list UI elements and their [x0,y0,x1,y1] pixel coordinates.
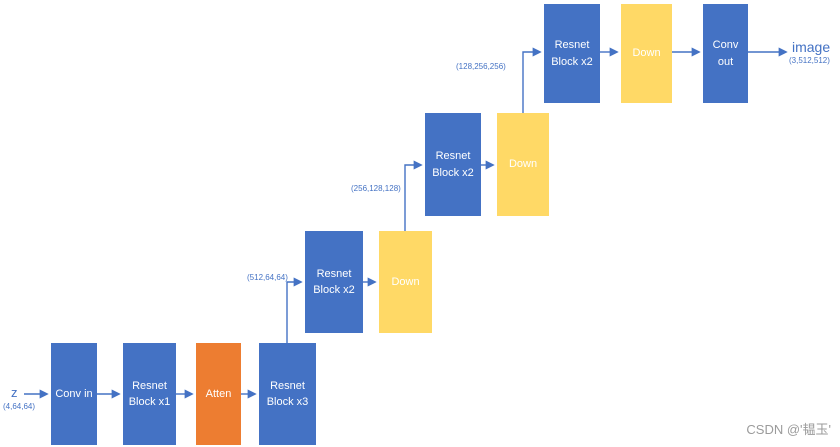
node-conv-in: Conv in [51,343,97,445]
node-resnet-block-x3: Resnet Block x3 [259,343,316,445]
elbow-stage1-to-stage2 [286,277,303,343]
node-resnet-block-x2-stage2: Resnet Block x2 [305,231,363,333]
node-down-stage3: Down [497,113,549,216]
node-resnet-block-x1: Resnet Block x1 [123,343,176,445]
output-shape-annotation: (3,512,512) [789,56,830,65]
node-resnet-block-x2-stage3: Resnet Block x2 [425,113,481,216]
input-shape-annotation: (4,64,64) [3,402,36,411]
elbow-stage3-to-stage4 [522,47,542,113]
shape-annotation-stage3: (128,256,256) [456,62,506,71]
node-conv-out: Conv out [703,4,748,103]
node-down-stage2: Down [379,231,432,333]
elbow-stage2-to-stage3 [404,160,423,231]
watermark-text: CSDN @'韫玉' [746,422,831,437]
node-resnet-block-x2-stage4: Resnet Block x2 [544,4,600,103]
node-down-stage4: Down [621,4,672,103]
output-label: image [792,39,831,55]
shape-annotation-stage2: (256,128,128) [351,184,401,193]
node-atten: Atten [196,343,241,445]
shape-annotation-stage1: (512,64,64) [247,273,288,282]
input-label: z [11,385,18,400]
